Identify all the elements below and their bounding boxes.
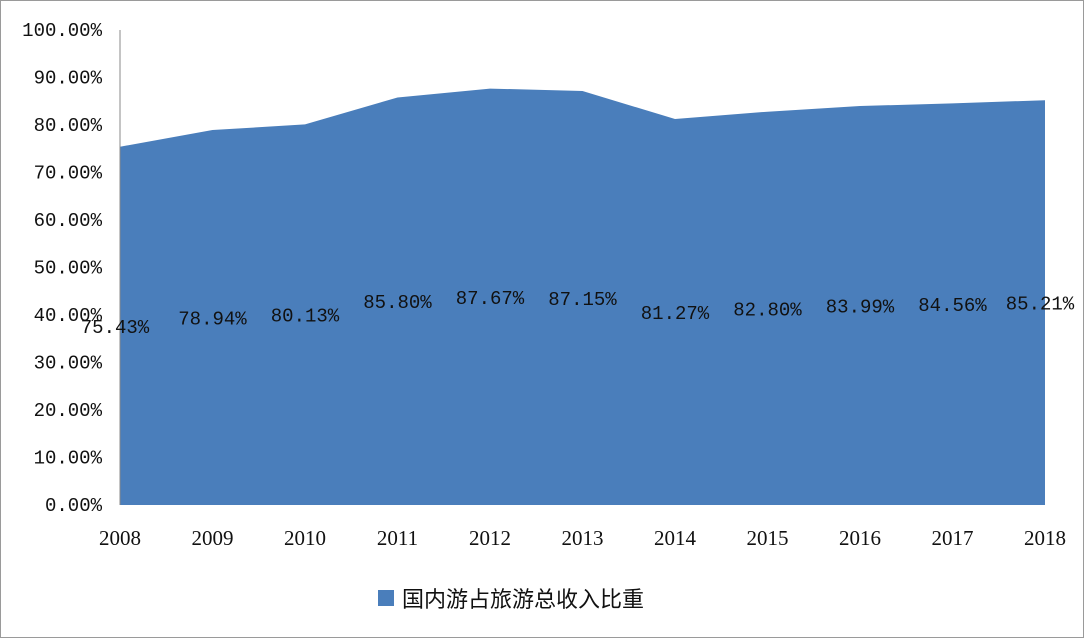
y-tick-label: 0.00% [45, 495, 103, 517]
legend-label: 国内游占旅游总收入比重 [402, 588, 645, 613]
data-label: 85.21% [1006, 294, 1075, 316]
data-label: 84.56% [918, 295, 987, 317]
y-tick-label: 90.00% [34, 68, 103, 90]
data-label: 83.99% [826, 297, 895, 319]
x-tick-label: 2016 [839, 526, 881, 550]
y-tick-label: 50.00% [34, 258, 103, 280]
y-tick-label: 40.00% [34, 305, 103, 327]
y-tick-label: 70.00% [34, 163, 103, 185]
x-tick-label: 2017 [932, 526, 974, 550]
y-tick-label: 30.00% [34, 353, 103, 375]
data-label: 87.15% [548, 289, 617, 311]
x-tick-label: 2008 [99, 526, 141, 550]
y-tick-label: 80.00% [34, 115, 103, 137]
y-tick-label: 100.00% [22, 20, 102, 42]
data-label: 81.27% [641, 303, 710, 325]
x-tick-label: 2015 [747, 526, 789, 550]
data-label: 85.80% [363, 292, 432, 314]
x-tick-label: 2014 [654, 526, 697, 550]
data-label: 87.67% [456, 288, 525, 310]
x-tick-label: 2012 [469, 526, 511, 550]
data-label: 82.80% [733, 299, 802, 321]
area-series [120, 88, 1045, 505]
x-tick-label: 2013 [562, 526, 604, 550]
legend: 国内游占旅游总收入比重 [378, 582, 644, 614]
x-tick-label: 2011 [377, 526, 418, 550]
data-label: 75.43% [81, 317, 150, 339]
x-tick-label: 2009 [192, 526, 234, 550]
data-label: 80.13% [271, 306, 340, 328]
legend-swatch [378, 590, 394, 606]
y-tick-label: 10.00% [34, 448, 103, 470]
x-tick-label: 2010 [284, 526, 326, 550]
data-label: 78.94% [178, 309, 247, 331]
x-tick-label: 2018 [1024, 526, 1066, 550]
y-tick-label: 60.00% [34, 210, 103, 232]
y-tick-label: 20.00% [34, 400, 103, 422]
